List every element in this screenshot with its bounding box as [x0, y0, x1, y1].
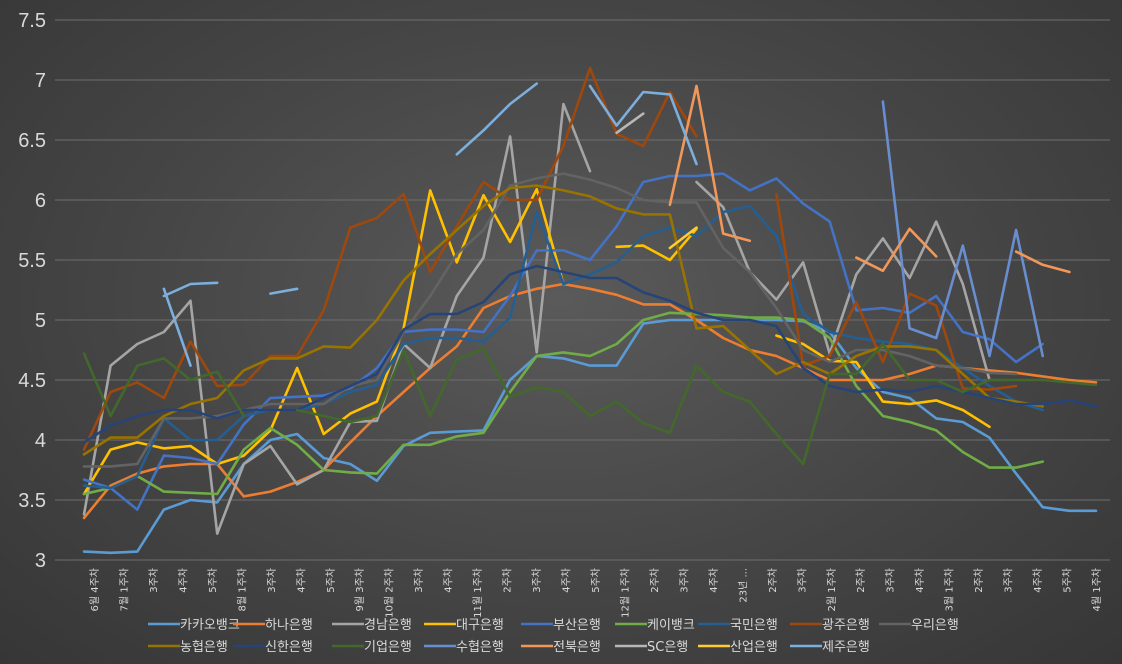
series-line-5 [82, 311, 1044, 496]
series-lines [82, 66, 1098, 555]
x-tick-label: 3주차 [531, 568, 543, 593]
legend-label: 기업은행 [364, 639, 412, 655]
x-tick-label: 11월 1주차 [472, 568, 484, 618]
x-tick-label: 5주차 [590, 568, 602, 593]
y-tick-label: 6.5 [18, 130, 46, 152]
y-axis-ticks: 3 3.5 4 4.5 5 5.5 6 6.5 7 7.5 [18, 10, 46, 572]
x-tick-label: 4주차 [177, 568, 189, 593]
gridlines [55, 19, 1110, 561]
legend-label: 부산은행 [553, 617, 601, 633]
legend-label: 경남은행 [364, 617, 412, 633]
x-tick-label: 3주차 [413, 568, 425, 593]
x-axis-ticks: 6월 4주차 7월 1주차 3주차 4주차 5주차 8월 1주차 3주차 4주차 5주차 9월 3… [89, 568, 1103, 618]
series-line-12 [881, 100, 1044, 358]
x-tick-label: 10월 2주차 [384, 568, 396, 618]
legend-label: 광주은행 [822, 617, 870, 633]
legend-label: 카카오뱅크 [180, 618, 240, 633]
y-tick-label: 3 [35, 550, 46, 572]
x-tick-label: 4주차 [708, 568, 720, 593]
x-tick-label: 2주차 [973, 568, 985, 593]
x-tick-label: 9월 3주차 [354, 568, 366, 612]
x-tick-label: 2주차 [502, 568, 514, 593]
y-tick-label: 7 [35, 70, 46, 92]
legend-label: 전북은행 [553, 639, 601, 655]
series-line-10 [82, 264, 1098, 444]
series-line-4 [82, 172, 1044, 511]
x-tick-label: 4주차 [914, 568, 926, 593]
legend-label: 대구은행 [456, 617, 504, 633]
y-tick-label: 7.5 [18, 10, 46, 32]
legend-label: 농협은행 [180, 639, 228, 655]
legend-label: 수협은행 [456, 639, 504, 655]
y-tick-label: 3.5 [18, 490, 46, 512]
legend-label: 케이뱅크 [647, 618, 695, 633]
legend-label: 우리은행 [911, 617, 959, 633]
x-tick-label: 4월 1주차 [1091, 568, 1103, 612]
legend-label: 제주은행 [822, 639, 870, 655]
legend-label: 산업은행 [730, 639, 778, 655]
x-tick-label: 2주차 [767, 568, 779, 593]
series-line-13 [668, 84, 1071, 274]
series-line-15 [668, 226, 698, 250]
y-tick-label: 6 [35, 190, 46, 212]
legend-label: 신한은행 [265, 639, 313, 655]
x-tick-label: 4주차 [443, 568, 455, 593]
x-tick-label: 4주차 [561, 568, 573, 593]
x-tick-label: 23년 ... [737, 568, 749, 603]
legend: 카카오뱅크 하나은행 경남은행 대구은행 부산은행 케이뱅크 국민은행 광주은행 우리은행농협은… [148, 617, 959, 655]
series-line-9 [82, 184, 1044, 456]
x-tick-label: 3주차 [1003, 568, 1015, 593]
series-line-11 [82, 342, 1098, 466]
x-tick-label: 2주차 [649, 568, 661, 593]
x-tick-label: 3주차 [678, 568, 690, 593]
legend-label: 하나은행 [265, 617, 313, 633]
x-tick-label: 3주차 [266, 568, 278, 593]
x-tick-label: 3주차 [885, 568, 897, 593]
x-tick-label: 7월 1주차 [119, 568, 131, 612]
series-line-3 [82, 187, 991, 496]
y-tick-label: 4 [35, 430, 46, 452]
series-line-2 [82, 102, 991, 535]
series-line-14 [615, 112, 645, 135]
series-line-extra-1 [269, 287, 299, 295]
x-tick-label: 6월 4주차 [89, 568, 101, 612]
x-tick-label: 8월 1주차 [236, 568, 248, 612]
y-tick-label: 5 [35, 310, 46, 332]
x-tick-label: 12월 1주차 [620, 568, 632, 618]
y-tick-label: 5.5 [18, 250, 46, 272]
x-tick-label: 4주차 [1032, 568, 1044, 593]
x-tick-label: 4주차 [295, 568, 307, 593]
x-tick-label: 5주차 [1062, 568, 1074, 593]
legend-label: 국민은행 [730, 617, 778, 633]
x-tick-label: 2월 1주차 [826, 568, 838, 612]
x-tick-label: 3주차 [148, 568, 160, 593]
x-tick-label: 5주차 [325, 568, 337, 593]
series-line-extra-0 [162, 281, 219, 298]
series-line-16 [162, 82, 698, 367]
x-tick-label: 3월 1주차 [944, 568, 956, 612]
x-tick-label: 3주차 [796, 568, 808, 593]
legend-label: SC은행 [647, 639, 688, 655]
series-line-1 [82, 282, 1098, 520]
x-tick-label: 2주차 [855, 568, 867, 593]
y-tick-label: 4.5 [18, 370, 46, 392]
series-line-0 [82, 318, 1098, 555]
x-tick-label: 5주차 [207, 568, 219, 593]
